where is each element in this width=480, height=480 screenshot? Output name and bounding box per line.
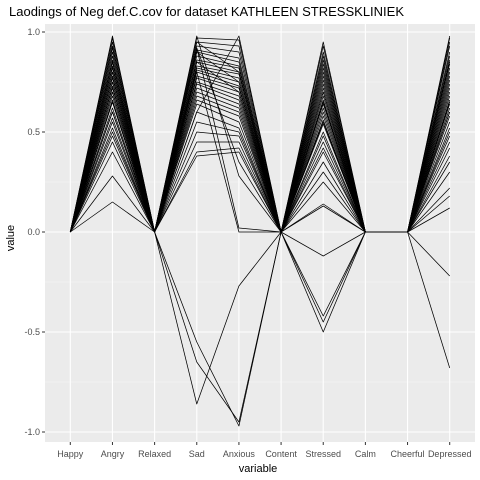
x-tick-label-happy: Happy — [57, 449, 84, 459]
y-axis-title: value — [5, 225, 17, 251]
chart-title: Laodings of Neg def.C.cov for dataset KA… — [9, 4, 404, 19]
y-tick-label: 0.5 — [27, 127, 40, 137]
x-axis: Happy Angry Relaxed Sad Anxious Content Stress… — [57, 442, 471, 459]
y-tick-label: 0.0 — [27, 227, 40, 237]
x-tick-label-angry: Angry — [101, 449, 125, 459]
x-tick-label-depressed: Depressed — [428, 449, 472, 459]
x-axis-title: variable — [239, 463, 278, 475]
y-axis: -1.0 -0.5 0.0 0.5 1.0 — [24, 27, 45, 437]
y-tick-label: -0.5 — [24, 327, 40, 337]
x-tick-label-sad: Sad — [189, 449, 205, 459]
x-tick-label-relaxed: Relaxed — [138, 449, 171, 459]
x-tick-label-calm: Calm — [355, 449, 376, 459]
y-tick-label: -1.0 — [24, 427, 40, 437]
x-tick-label-content: Content — [265, 449, 297, 459]
series-lines — [69, 35, 451, 427]
y-tick-label: 1.0 — [27, 27, 40, 37]
series-line-38 — [69, 101, 451, 423]
x-tick-label-cheerful: Cheerful — [391, 449, 425, 459]
x-tick-label-stressed: Stressed — [305, 449, 341, 459]
x-tick-label-anxious: Anxious — [223, 449, 256, 459]
